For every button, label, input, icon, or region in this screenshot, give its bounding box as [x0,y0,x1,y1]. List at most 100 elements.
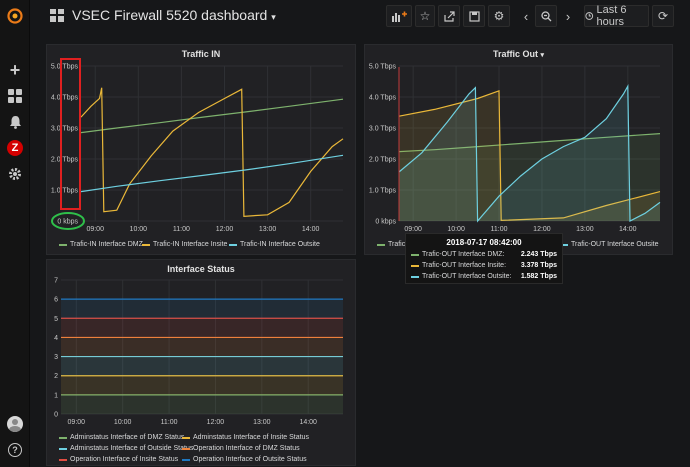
star-button[interactable]: ☆ [415,5,435,27]
legend-swatch [560,243,568,246]
legend-item[interactable]: Adminstatus Interface of Insite Status [182,434,309,441]
legend-swatch [182,436,190,439]
series-line [398,83,661,223]
y-tick-label: 5.0 Tbps [369,64,397,71]
series-line [398,89,661,222]
panel-title[interactable]: Traffic Out ▾ [365,49,672,59]
help-icon[interactable]: ? [5,440,25,460]
legend-label: Trafic-IN Interface DMZ [70,241,143,248]
tooltip-swatch [411,253,419,256]
tooltip-row: Trafic-OUT Interface Outsite: 1.582 Tbps [411,273,557,280]
dashboards-icon[interactable] [5,86,25,106]
time-range-label: Last 6 hours [596,4,627,28]
x-tick-label: 13:00 [253,419,271,426]
chevron-right-icon: › [565,8,571,24]
panel-title-text: Traffic Out [492,49,538,59]
x-tick-label: 11:00 [491,226,508,233]
side-menu: + Z ? [0,0,30,467]
caret-down-icon: ▾ [271,12,276,22]
series-fill [61,299,343,319]
zabbix-icon[interactable]: Z [5,138,25,158]
caret-down-icon: ▾ [540,52,545,59]
grafana-logo-icon[interactable] [5,6,25,26]
series-line [80,87,344,217]
legend-label: Adminstatus Interface of Outside Status [70,445,194,452]
tooltip-time: 2018-07-17 08:42:00 [446,238,522,247]
x-tick-label: 11:00 [173,226,190,233]
interface-status-chart: 0 1 2 3 4 5 6 7 09:00 10:00 11:00 12:00 13:00 14:00 [54,278,343,426]
y-tick-label: 2.0 Tbps [369,157,397,164]
legend-item[interactable]: Trafic-IN Interface Insite [142,241,227,248]
legend-item[interactable]: Operation Interface of Outsite Status [182,456,307,463]
x-tick-label: 12:00 [533,226,551,233]
legend-item[interactable]: Trafic-OUT Interface Outsite [560,241,659,248]
legend-label: Trafic-C [388,241,413,248]
settings-button[interactable]: ⚙ [488,5,510,27]
time-forward-button[interactable]: › [559,5,577,27]
chevron-left-icon: ‹ [523,8,529,24]
legend-item[interactable]: Trafic-C [377,241,413,248]
y-tick-label: 1.0 Tbps [51,188,79,195]
time-picker-button[interactable]: Last 6 hours [584,4,649,28]
add-panel-button[interactable] [386,5,412,27]
dashboard-title-text: VSEC Firewall 5520 dashboard [72,7,268,23]
zoom-out-button[interactable] [535,5,557,27]
x-tick-label: 13:00 [259,226,277,233]
graph-tooltip: 2018-07-17 08:42:00 Trafic-OUT Interface… [405,233,563,284]
series-area [399,133,660,221]
dashboard-title[interactable]: VSEC Firewall 5520 dashboard ▾ [72,7,276,23]
y-tick-label: 4.0 Tbps [369,95,397,102]
panel-title[interactable]: Interface Status [167,264,235,274]
zoom-out-icon [540,10,551,21]
series-fill [61,356,343,376]
x-tick-label: 09:00 [68,419,86,426]
save-button[interactable] [463,5,485,27]
tooltip-row: Trafic-OUT Interface DMZ: 2.243 Tbps [411,251,557,258]
legend-label: Adminstatus Interface of DMZ Status [70,434,185,441]
x-tick-label: 10:00 [130,226,148,233]
y-tick-label: 6 [54,297,58,304]
avatar-icon[interactable] [5,414,25,434]
y-tick-label: 4.0 Tbps [51,95,79,102]
legend-item[interactable]: Adminstatus Interface of Outside Status [59,445,193,452]
bell-icon[interactable] [5,112,25,132]
legend-label: Trafic-IN Interface Outsite [240,241,320,248]
y-tick-label: 7 [54,278,58,285]
y-tick-label: 4 [54,335,58,342]
tooltip-label: Trafic-OUT Interface Outsite: [422,273,512,280]
tooltip-value: 3.378 Tbps [520,262,557,269]
panel-interface-status: Interface Status 0 1 2 3 4 5 6 7 09:00 10:00 11:00… [46,259,356,466]
gear-icon[interactable] [5,164,25,184]
legend-item[interactable]: Operation Interface of Insite Status [59,456,178,463]
legend-swatch [229,243,237,246]
series-area [399,90,660,221]
share-button[interactable] [438,5,460,27]
plus-icon[interactable]: + [9,59,21,80]
time-back-button[interactable]: ‹ [517,5,535,27]
legend-swatch [182,458,190,461]
y-tick-label: 5.0 Tbps [51,64,79,71]
legend-item[interactable]: Trafic-IN Interface Outsite [229,241,320,248]
star-icon: ☆ [419,9,431,23]
top-navbar: VSEC Firewall 5520 dashboard ▾ ☆ ⚙ ‹ › L… [30,0,690,32]
tooltip-label: Trafic-OUT Interface DMZ: [422,251,505,258]
series-fill [61,394,343,414]
series-line [80,98,344,134]
refresh-button[interactable]: ⟳ [652,5,674,27]
legend-item[interactable]: Adminstatus Interface of DMZ Status [59,434,184,441]
series-line [80,154,344,193]
legend-swatch [377,243,385,246]
highlight-circle-zero [51,212,85,230]
x-tick-label: 09:00 [86,226,104,233]
panel-title[interactable]: Traffic IN [181,49,221,59]
legend-item[interactable]: Operation Interface of DMZ Status [182,445,300,452]
x-tick-label: 14:00 [619,226,637,233]
y-tick-label: 3.0 Tbps [51,126,79,133]
y-tick-label: 0 kbps [57,219,78,226]
legend-item[interactable]: Trafic-IN Interface DMZ [59,241,143,248]
x-tick-label: 09:00 [404,226,422,233]
zabbix-letter: Z [7,140,23,156]
add-panel-icon [392,11,407,22]
share-icon [443,10,455,22]
tooltip-value: 2.243 Tbps [520,251,557,258]
